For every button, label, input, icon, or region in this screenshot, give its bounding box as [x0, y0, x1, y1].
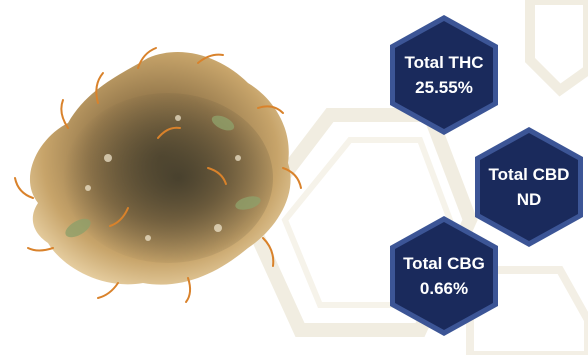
thc-value: 25.55% [415, 78, 473, 97]
total-cbd-badge: Total CBD ND [466, 124, 588, 250]
hexagon-badge-icon [390, 15, 498, 135]
cbd-value: ND [516, 190, 542, 209]
total-cbg-badge: Total CBG 0.66% [381, 213, 507, 339]
cannabis-bud-image [14, 47, 302, 303]
hexagon-badge-icon [475, 127, 583, 247]
cbg-value: 0.66% [419, 279, 469, 298]
hexagon-badge-icon [390, 216, 498, 336]
cbg-label: Total CBG [403, 254, 485, 273]
total-thc-badge: Total THC 25.55% [381, 12, 507, 138]
thc-label: Total THC [404, 53, 484, 72]
cbd-label: Total CBD [488, 165, 570, 184]
